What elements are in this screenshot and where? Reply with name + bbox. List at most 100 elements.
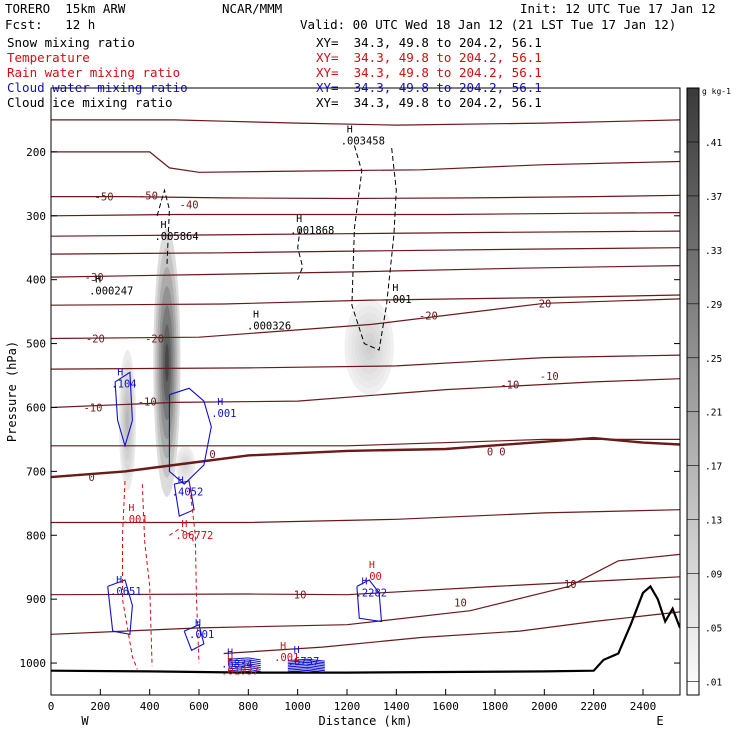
max-value-label: .000326 [247,321,291,333]
plot-frame [50,87,681,696]
max-marker: H [347,124,353,135]
colorbar-tick-label: .13 [705,516,722,527]
terrain-surface [51,584,680,674]
x-tick-label: 1000 [284,700,311,713]
max-marker: H [227,648,233,659]
x-tick-label: 0 [48,700,55,713]
terrain-line [51,584,680,674]
cloudwater-contour-0 [114,371,133,448]
temperature-label: 0 [89,472,95,484]
max-marker: H [296,214,302,225]
forecast-hour: Fcst: 12 h [5,17,96,32]
colorbar-gradient [686,87,700,696]
isotherm-15 [223,611,680,655]
y-tick-label: 500 [26,338,46,351]
isotherm-9 [51,354,680,370]
snow-shade-1 [126,410,129,431]
snow-contour-0 [351,145,397,351]
colorbar: .01 .05 .09 .13 .17 .21 .25 .29 .33 .37 .41 g kg-1 [686,87,731,696]
cloudwater-contour-5 [183,623,205,652]
max-marker: H [362,577,368,588]
axes: 0 200 400 600 800 1000 1200 1400 1600 1800 2000 220… [5,146,680,728]
cloudwater-contour-1 [168,387,212,485]
max-value-label: .01037 [221,666,259,678]
x-end-label-right: E [656,714,663,728]
colorbar-tick-label: .17 [705,462,722,473]
x-tick-label: 2000 [531,700,558,713]
temperature-label: -50 [95,192,114,204]
cloudwater-band-a-1 [228,659,261,663]
max-value-label: .001 [386,294,411,306]
y-tick-label: 600 [26,401,46,414]
colorbar-tick-label: .09 [705,570,722,581]
isotherm-6 [51,265,680,278]
cloudwater-band-b-2 [287,661,325,665]
isotherm-12 [51,509,680,524]
isotherm-11 [51,438,680,447]
cloudwater-band-b-3 [287,663,325,667]
max-value-label: .000247 [89,285,133,297]
isotherm-7 [51,294,680,306]
cloudwater-band-a-2 [228,661,261,665]
temperature-label: -50 [139,190,158,202]
max-value-label: .104 [111,379,136,391]
max-marker: H [253,310,259,321]
isotherm-8 [51,298,680,340]
org-title: NCAR/MMM [222,1,283,16]
max-marker: H [95,274,101,285]
field-xy-snow: XY= 34.3, 49.8 to 204.2, 56.1 [316,35,542,50]
max-value-label: .001 [274,652,299,664]
snow-shading [118,228,394,497]
x-tick-label: 800 [238,700,258,713]
temperature-label: 10 [564,579,577,591]
y-tick-label: 700 [26,465,46,478]
temperature-label: 0 [209,449,215,461]
field-label-temperature: Temperature [7,50,90,65]
max-marker: H [181,519,187,530]
temperature-label: 0 [499,447,505,459]
field-xy-cloud-ice: XY= 34.3, 49.8 to 204.2, 56.1 [316,95,542,110]
y-tick-label: 1000 [20,657,47,670]
rain-contour-1 [141,484,153,667]
isotherm-0c [51,436,680,479]
x-tick-label: 2200 [580,700,607,713]
y-tick-label: 200 [26,146,46,159]
max-value-label: .0651 [110,586,142,598]
isotherm-5 [51,247,680,255]
max-value-label: .06772 [175,530,213,542]
x-tick-label: 400 [140,700,160,713]
colorbar-tick-label: .41 [705,138,722,149]
max-value-label: .005864 [154,231,198,243]
temperature-label: -30 [85,272,104,284]
temperature-label: -20 [145,333,164,345]
isotherm-13 [51,576,680,596]
x-tick-label: 1200 [334,700,361,713]
isotherm-3 [51,212,680,217]
cloudwater-band-a-6 [228,668,261,672]
x-end-label-left: W [81,714,89,728]
y-tick-label: 300 [26,210,46,223]
cloudwater-band-b-5 [287,666,325,670]
max-marker: H [195,618,201,629]
x-tick-label: 1600 [432,700,459,713]
max-value-label: .001 [122,514,147,526]
init-time: Init: 12 UTC Tue 17 Jan 12 [520,1,716,16]
field-label-rain: Rain water mixing ratio [7,65,181,80]
snow-contour-1 [156,188,170,267]
x-tick-label: 600 [189,700,209,713]
y-tick-label: 800 [26,529,46,542]
max-marker: H [178,476,184,487]
max-value-label: .6737 [288,656,320,668]
isotherm-2 [51,194,680,200]
temperature-label: -10 [83,402,102,414]
max-marker: H [392,283,398,294]
isotherm-1 [51,151,680,173]
max-marker: H [217,397,223,408]
max-marker: H [294,645,300,656]
max-value-label: .003458 [341,135,385,147]
temperature-label: -20 [419,310,438,322]
temperature-label: -10 [138,397,157,409]
temperature-label: -40 [180,199,199,211]
y-tick-label: 900 [26,593,46,606]
cloudwater-band-a-3 [228,663,261,667]
